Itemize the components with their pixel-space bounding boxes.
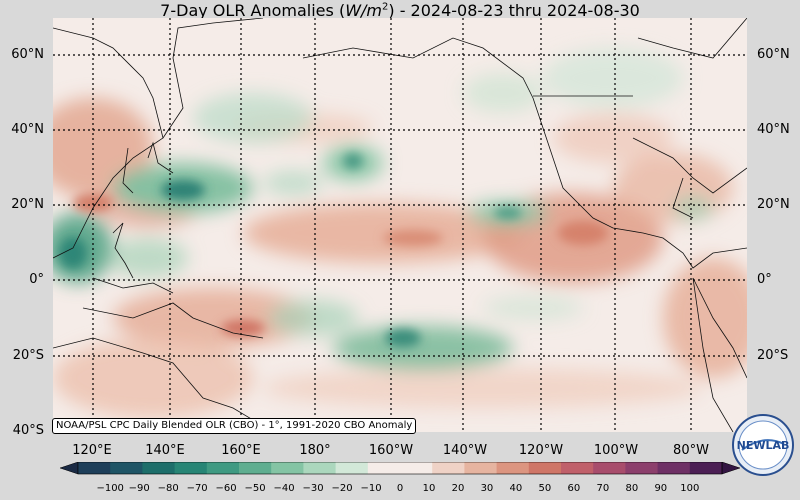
colorbar-frame [77, 462, 723, 475]
lon-label-80w: 80°W [673, 443, 709, 458]
colorbar-segment [432, 462, 465, 474]
colorbar-segment [593, 462, 626, 474]
colorbar-segment [78, 462, 111, 474]
colorbar-tick-label: 0 [396, 483, 404, 494]
logo-text: NEWLAB [737, 439, 790, 452]
colorbar-segment [625, 462, 659, 474]
colorbar-tick-label: 20 [451, 483, 465, 494]
noaa-logo: NEWLAB [732, 414, 794, 476]
colorbar-tick-label: −100 [96, 483, 124, 494]
colorbar-segment [400, 462, 433, 474]
colorbar-tick-label: −90 [128, 483, 150, 494]
colorbar-tick-label: −80 [157, 483, 179, 494]
colorbar-tick-label: 10 [422, 483, 436, 494]
colorbar [60, 462, 740, 475]
colorbar-segment [689, 462, 723, 474]
lat-label-40n-right: 40°N [757, 122, 790, 137]
colorbar-tick-label: −20 [331, 483, 353, 494]
colorbar-segment [657, 462, 691, 474]
colorbar-segment [239, 462, 272, 474]
lat-label-60n: 60°N [11, 47, 44, 62]
colorbar-tick-label: 50 [538, 483, 552, 494]
colorbar-extend-low [60, 462, 79, 475]
colorbar-segment [142, 462, 176, 474]
colorbar-tick-label: −10 [360, 483, 382, 494]
colorbar-tick-label: 80 [625, 483, 639, 494]
colorbar-segment [496, 462, 530, 474]
lon-label-120w: 120°W [518, 443, 564, 458]
data-credit: NOAA/PSL CPC Daily Blended OLR (CBO) - 1… [52, 418, 417, 434]
anomaly-field [53, 18, 747, 432]
colorbar-tick-label: 70 [596, 483, 610, 494]
lat-label-20s: 20°S [12, 348, 44, 363]
lat-label-40n: 40°N [11, 122, 44, 137]
lon-label-160w: 160°W [368, 443, 414, 458]
colorbar-tick-label: 60 [567, 483, 581, 494]
colorbar-tick-label: −30 [302, 483, 324, 494]
colorbar-segment [271, 462, 304, 474]
lat-label-40s: 40°S [12, 423, 44, 438]
lat-label-20n: 20°N [11, 197, 44, 212]
lon-label-140w: 140°W [442, 443, 488, 458]
lat-label-60n-right: 60°N [757, 47, 790, 62]
colorbar-segment [561, 462, 594, 474]
colorbar-tick-label: −50 [244, 483, 266, 494]
colorbar-segment [303, 462, 337, 474]
lon-label-160e: 160°E [221, 443, 261, 458]
colorbar-tick-label: 30 [480, 483, 494, 494]
colorbar-segment [335, 462, 369, 474]
lon-label-140e: 140°E [145, 443, 185, 458]
colorbar-segment [367, 462, 401, 474]
colorbar-tick-label: 40 [509, 483, 523, 494]
lat-label-20s-right: 20°S [757, 348, 789, 363]
colorbar-segment [110, 462, 143, 474]
colorbar-tick-label: −60 [215, 483, 237, 494]
colorbar-segment [206, 462, 240, 474]
colorbar-extend-high [721, 462, 740, 475]
colorbar-segment [174, 462, 208, 474]
lat-label-20n-right: 20°N [757, 197, 790, 212]
colorbar-tick-label: 90 [654, 483, 668, 494]
colorbar-segment [528, 462, 562, 474]
lon-label-100w: 100°W [593, 443, 639, 458]
graticule [53, 18, 747, 432]
map-title: 7-Day OLR Anomalies (W/m2) - 2024-08-23 … [160, 1, 640, 20]
colorbar-tick-label: −70 [186, 483, 208, 494]
lat-label-eq-right: 0° [757, 272, 772, 287]
lon-label-120e: 120°E [72, 443, 112, 458]
lat-label-eq: 0° [29, 272, 44, 287]
lon-label-180: 180° [299, 443, 331, 458]
colorbar-segment [464, 462, 498, 474]
colorbar-tick-label: −40 [273, 483, 295, 494]
colorbar-tick-label: 100 [680, 483, 700, 494]
olr-anomaly-map [53, 18, 747, 432]
